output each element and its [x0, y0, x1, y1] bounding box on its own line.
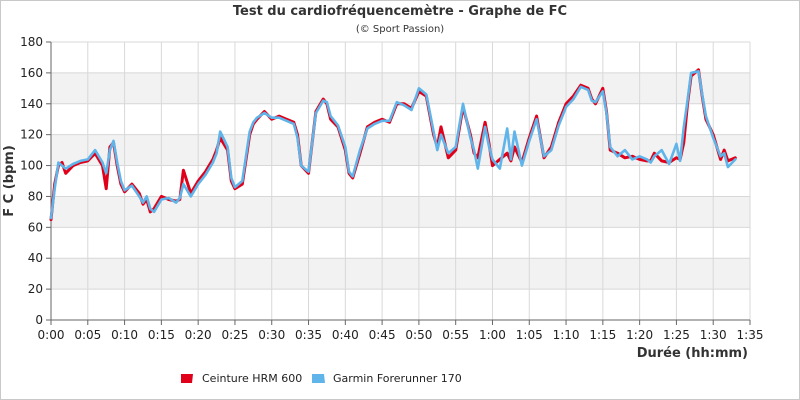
x-tick-label: 1:15	[589, 328, 616, 342]
x-tick-label: 0:15	[148, 328, 175, 342]
y-tick-label: 60	[28, 220, 43, 234]
band	[51, 72, 750, 104]
legend-item-hrm600: Ceinture HRM 600	[181, 372, 302, 385]
y-tick-label: 140	[20, 97, 43, 111]
x-tick-label: 0:20	[185, 328, 212, 342]
y-tick-label: 40	[28, 251, 43, 265]
x-tick-label: 0:05	[74, 328, 101, 342]
axes	[50, 42, 750, 321]
x-tick-label: 1:05	[516, 328, 543, 342]
background-bands	[51, 72, 750, 290]
series-line-forerunner170	[49, 70, 737, 220]
y-tick-labels: 0 20 40 60 80 100 120 140 160 180	[20, 35, 43, 327]
x-tick-label: 0:00	[38, 328, 65, 342]
legend-swatch-hrm600	[181, 374, 193, 383]
band	[51, 134, 750, 166]
grid-lines	[46, 41, 751, 325]
band	[51, 196, 750, 228]
legend-label-forerunner170: Garmin Forerunner 170	[333, 372, 462, 385]
legend: Ceinture HRM 600 Garmin Forerunner 170	[181, 372, 462, 385]
y-tick-label: 120	[20, 128, 43, 142]
x-tick-label: 1:25	[663, 328, 690, 342]
x-tick-label: 0:25	[221, 328, 248, 342]
y-tick-label: 80	[28, 189, 43, 203]
y-tick-label: 180	[20, 35, 43, 49]
x-tick-label: 0:30	[258, 328, 285, 342]
y-tick-label: 0	[35, 313, 43, 327]
legend-swatch-forerunner170	[312, 374, 325, 383]
x-tick-label: 0:35	[295, 328, 322, 342]
x-tick-label: 1:30	[700, 328, 727, 342]
legend-label-hrm600: Ceinture HRM 600	[202, 372, 302, 385]
y-tick-label: 20	[28, 282, 43, 296]
x-tick-label: 1:10	[553, 328, 580, 342]
x-axis-title: Durée (hh:mm)	[637, 346, 748, 361]
x-tick-label: 1:20	[626, 328, 653, 342]
y-axis-title: F C (bpm)	[2, 145, 17, 217]
y-tick-label: 160	[20, 66, 43, 80]
x-tick-label: 0:10	[111, 328, 138, 342]
chart-title: Test du cardiofréquencemètre - Graphe de…	[233, 4, 567, 19]
x-tick-label: 1:00	[479, 328, 506, 342]
x-tick-label: 0:40	[332, 328, 359, 342]
x-tick-label: 1:35	[737, 328, 764, 342]
chart-subtitle: (© Sport Passion)	[356, 24, 444, 35]
x-tick-labels: 0:00 0:05 0:10 0:15 0:20 0:25 0:30 0:35 0:40 0:45…	[38, 328, 764, 342]
series-lines	[49, 68, 737, 222]
y-tick-label: 100	[20, 159, 43, 173]
x-tick-label: 0:55	[442, 328, 469, 342]
x-tick-label: 0:50	[405, 328, 432, 342]
band	[51, 258, 750, 290]
legend-item-forerunner170: Garmin Forerunner 170	[312, 372, 462, 385]
x-tick-label: 0:45	[369, 328, 396, 342]
